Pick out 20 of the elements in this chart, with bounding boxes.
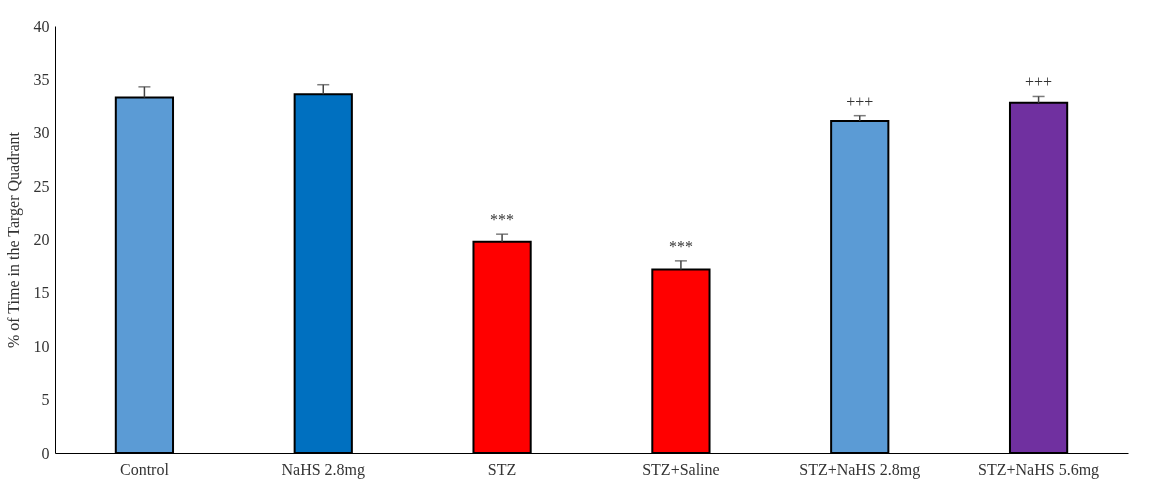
y-tick-label: 40 bbox=[33, 17, 50, 35]
y-tick-label: 0 bbox=[41, 444, 50, 462]
y-tick-label: 20 bbox=[33, 231, 50, 248]
y-tick-label: 10 bbox=[33, 337, 50, 355]
annotation: +++ bbox=[1025, 73, 1053, 91]
annotation: +++ bbox=[846, 92, 874, 110]
x-tick-label: Control bbox=[119, 460, 170, 478]
y-tick-label: 15 bbox=[33, 284, 50, 302]
x-tick-label: STZ+NaHS 5.6mg bbox=[978, 460, 1100, 479]
x-tick-label: STZ+Saline bbox=[642, 460, 720, 478]
annotation: *** bbox=[668, 237, 693, 255]
x-tick-label: STZ bbox=[487, 460, 517, 478]
annotation: *** bbox=[490, 211, 515, 229]
y-tick-label: 30 bbox=[33, 124, 50, 142]
y-tick-label: 5 bbox=[41, 391, 50, 409]
y-tick-label: 25 bbox=[33, 177, 50, 195]
y-tick-label: 35 bbox=[33, 70, 50, 88]
x-tick-label: NaHS 2.8mg bbox=[281, 460, 366, 479]
y-axis-title: % of Time in the Targer Quadrant bbox=[4, 131, 23, 349]
x-tick-label: STZ+NaHS 2.8mg bbox=[799, 460, 921, 479]
